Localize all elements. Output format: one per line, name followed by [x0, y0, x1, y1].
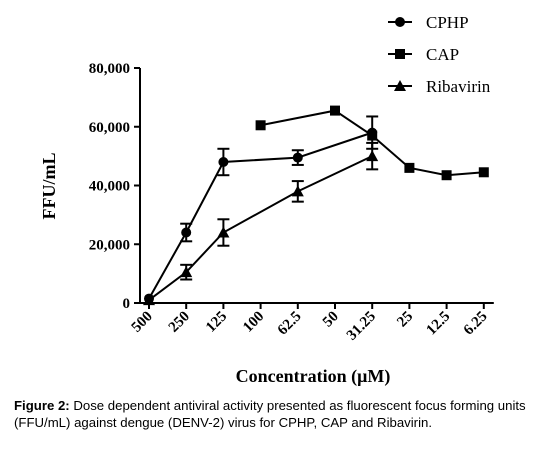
series-cap [255, 105, 489, 181]
data-point-cap [255, 120, 266, 131]
y-tick-label: 20,000 [89, 237, 130, 253]
data-point-cphp [181, 227, 192, 238]
y-tick-label: 40,000 [89, 179, 130, 195]
data-point-ribavirin [291, 185, 304, 197]
legend-item-ribavirin: Ribavirin [388, 77, 491, 96]
x-tick-label: 50 [320, 309, 342, 331]
x-tick-label: 100 [240, 309, 267, 336]
series-line-ribavirin [148, 155, 373, 301]
x-axis: 500 250 125 100 62.5 50 31.25 25 12.5 6.25 [129, 302, 494, 344]
y-tick-label: 60,000 [89, 120, 130, 136]
x-tick-label: 31.25 [344, 309, 379, 344]
x-tick-label: 12.5 [424, 309, 454, 339]
series-layer [143, 105, 489, 306]
x-tick-label: 125 [203, 309, 230, 336]
legend-label-cphp: CPHP [426, 13, 469, 32]
data-point-cphp [292, 152, 303, 163]
data-point-cap [404, 162, 415, 173]
caption-label: Figure 2: [14, 398, 70, 413]
data-point-cap [478, 167, 489, 178]
x-tick-label: 500 [129, 309, 156, 336]
legend-marker-cap [395, 49, 405, 59]
series-ribavirin [143, 141, 379, 306]
x-tick-label: 25 [394, 309, 416, 331]
caption-text: Dose dependent antiviral activity presen… [14, 398, 526, 430]
y-tick-label: 0 [123, 296, 131, 312]
data-point-cap [441, 170, 452, 181]
x-axis-title: Concentration (μM) [236, 366, 391, 387]
x-tick-label: 62.5 [275, 309, 305, 339]
legend-item-cap: CAP [388, 45, 459, 64]
y-tick-label: 80,000 [89, 61, 130, 77]
y-axis: 0 20,000 40,000 60,000 80,000 [89, 61, 141, 312]
legend: CPHP CAP Ribavirin [388, 13, 491, 96]
legend-item-cphp: CPHP [388, 13, 469, 32]
dose-response-chart: CPHP CAP Ribavirin 0 20,000 40,000 60,000 80,0… [39, 13, 494, 387]
series-cphp [144, 115, 379, 304]
legend-marker-ribavirin [394, 80, 406, 91]
x-tick-label: 250 [166, 309, 193, 336]
data-point-cphp [218, 157, 229, 167]
data-point-ribavirin [217, 226, 230, 238]
figure-caption: Figure 2: Dose dependent antiviral activ… [14, 397, 534, 431]
x-tick-label: 6.25 [461, 309, 491, 339]
legend-marker-cphp [395, 17, 405, 27]
data-point-ribavirin [366, 150, 379, 162]
legend-label-cap: CAP [426, 45, 459, 64]
data-point-ribavirin [180, 266, 193, 278]
data-point-cap [330, 105, 340, 116]
data-point-cap [367, 130, 378, 141]
legend-label-ribavirin: Ribavirin [426, 77, 491, 96]
data-point-ribavirin [143, 294, 155, 306]
y-axis-title: FFU/mL [39, 153, 59, 220]
series-line-cap [260, 109, 484, 177]
